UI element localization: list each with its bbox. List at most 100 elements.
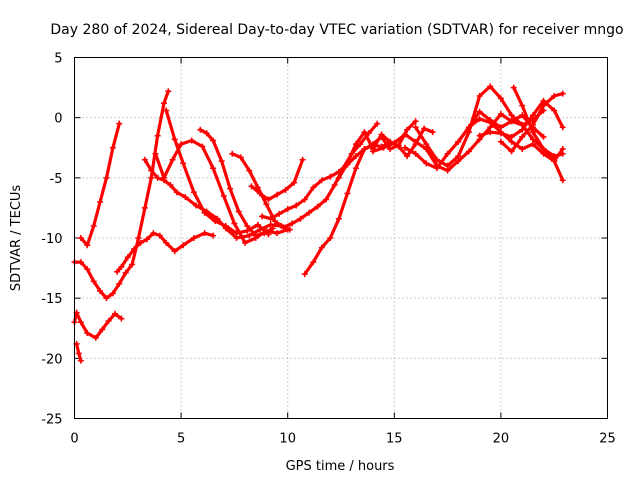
data-point [433, 165, 440, 172]
data-point [361, 129, 368, 136]
data-point [77, 357, 84, 364]
data-point [433, 156, 440, 163]
data-point [77, 235, 84, 241]
data-point [77, 319, 84, 326]
data-point [165, 88, 172, 95]
y-tick-label: -10 [41, 232, 62, 247]
data-point [423, 160, 430, 167]
data-point [540, 102, 547, 109]
data-point [529, 112, 536, 119]
data-point [519, 102, 526, 109]
data-point [90, 222, 97, 229]
data-point [401, 144, 408, 151]
x-tick-label: 5 [177, 432, 185, 447]
data-point [274, 191, 281, 198]
data-point [161, 174, 168, 181]
data-point [344, 190, 351, 197]
data-point [529, 129, 536, 136]
data-point [156, 232, 163, 239]
data-point [508, 112, 515, 119]
data-point [233, 230, 240, 237]
data-point [559, 90, 566, 97]
data-point [284, 226, 291, 233]
data-point [118, 315, 125, 322]
data-point [361, 145, 368, 152]
data-point [559, 124, 566, 131]
data-point [197, 126, 204, 133]
data-point [318, 177, 325, 184]
data-point [559, 150, 566, 157]
series-arc-5 [115, 231, 215, 274]
chart-title: Day 280 of 2024, Sidereal Day-to-day VTE… [50, 22, 623, 38]
x-axis-label: GPS time / hours [286, 459, 395, 474]
data-point [227, 185, 234, 192]
data-point [380, 144, 387, 151]
data-point [124, 254, 131, 261]
data-point [256, 190, 263, 197]
data-point [161, 100, 168, 107]
data-point [218, 157, 225, 164]
data-point [310, 184, 317, 191]
data-point [519, 112, 526, 119]
data-point [252, 232, 259, 239]
data-point [288, 220, 295, 227]
x-tick-label: 15 [386, 432, 403, 447]
data-point [231, 220, 238, 227]
data-point [301, 271, 308, 278]
data-series [71, 83, 566, 364]
data-point [131, 245, 138, 252]
data-point [497, 138, 504, 145]
series-arc-10 [230, 122, 379, 229]
data-point [510, 84, 517, 91]
data-point [154, 174, 161, 181]
data-point [163, 107, 170, 114]
data-point [90, 278, 97, 285]
data-point [297, 215, 304, 222]
data-point [193, 202, 200, 209]
data-point [173, 189, 180, 196]
data-point [519, 126, 526, 133]
data-point [188, 137, 195, 144]
data-point [487, 119, 494, 126]
data-point [259, 213, 266, 220]
data-point [150, 230, 157, 237]
data-point [444, 162, 451, 169]
data-point [254, 184, 261, 191]
data-point [282, 186, 289, 193]
data-point [423, 141, 430, 148]
data-point [148, 174, 155, 181]
data-point [222, 222, 229, 229]
data-point [327, 173, 334, 180]
data-point [280, 224, 287, 231]
series-arc-14 [337, 126, 435, 180]
data-point [429, 129, 436, 136]
data-point [540, 133, 547, 140]
y-tick-label: -5 [50, 172, 63, 187]
data-point [246, 167, 253, 174]
data-point [180, 242, 187, 249]
data-point [412, 138, 419, 145]
y-tick-label: -25 [41, 413, 62, 428]
data-point [212, 218, 219, 225]
plot-frame [74, 57, 608, 419]
data-point [551, 93, 558, 100]
grid [74, 57, 608, 419]
data-point [404, 126, 411, 133]
data-point [109, 290, 116, 297]
data-point [291, 179, 298, 186]
data-point [203, 130, 210, 137]
data-point [352, 165, 359, 172]
data-point [99, 326, 106, 333]
data-point [97, 198, 104, 205]
data-point [129, 261, 136, 268]
x-tick-label: 20 [493, 432, 510, 447]
data-point [210, 232, 217, 239]
data-point [84, 330, 91, 337]
data-point [229, 150, 236, 157]
data-point [352, 141, 359, 148]
data-point [540, 145, 547, 152]
data-point [237, 154, 244, 161]
data-point [455, 138, 462, 145]
data-point [284, 206, 291, 213]
